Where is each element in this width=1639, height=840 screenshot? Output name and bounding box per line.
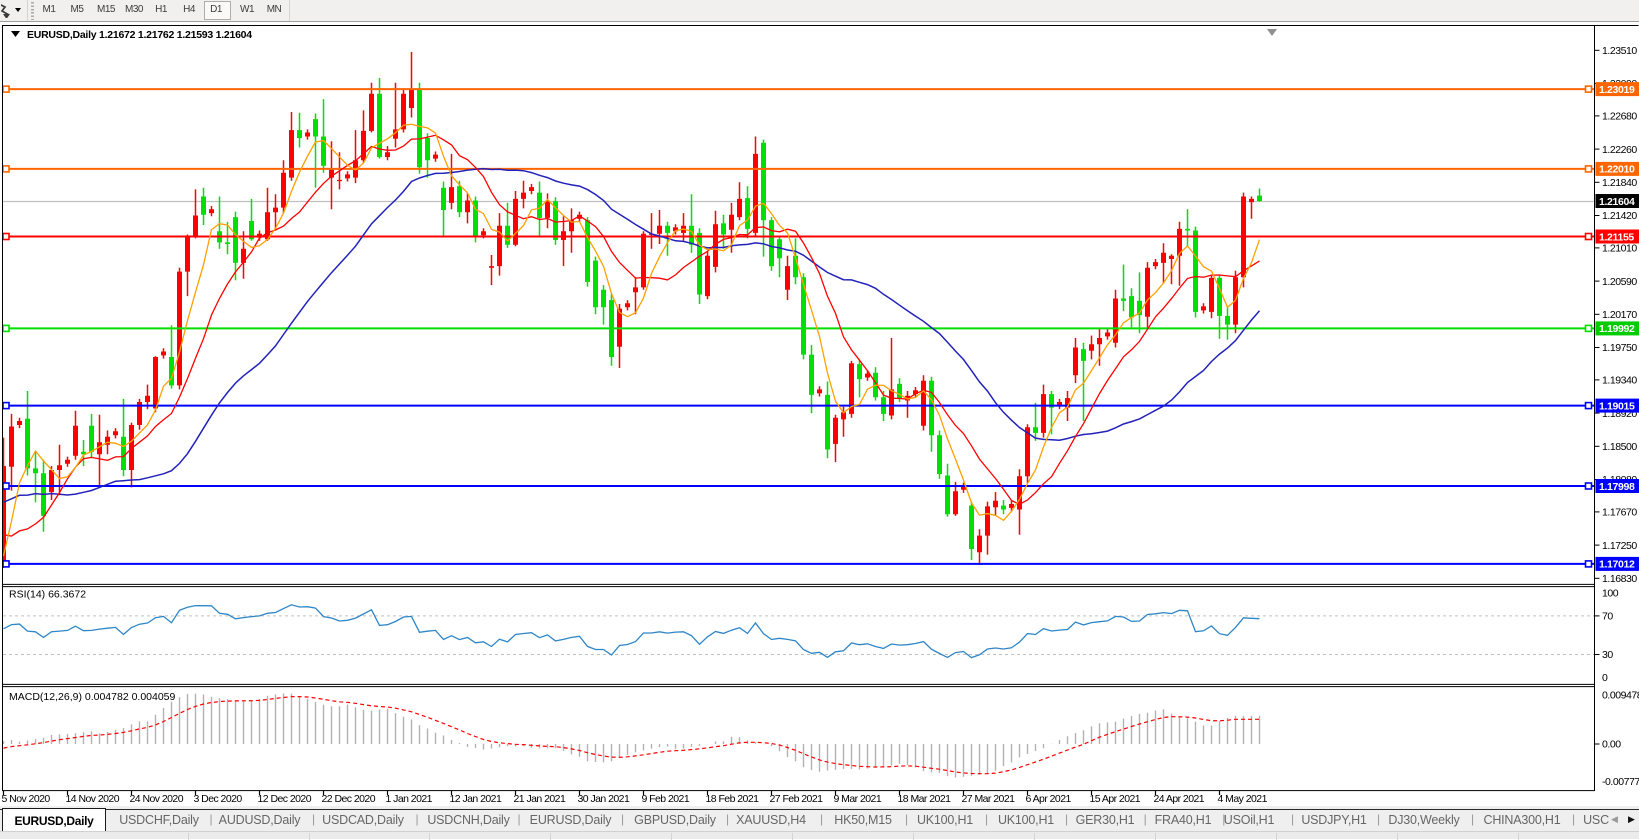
svg-text:0.00: 0.00	[1602, 739, 1621, 751]
svg-text:1.21840: 1.21840	[1602, 177, 1637, 189]
svg-text:9 Feb 2021: 9 Feb 2021	[642, 793, 690, 805]
svg-text:RSI(14) 66.3672: RSI(14) 66.3672	[9, 589, 86, 601]
svg-text:1 Jan 2021: 1 Jan 2021	[386, 793, 433, 805]
svg-text:1.18500: 1.18500	[1602, 441, 1637, 453]
svg-text:1.16830: 1.16830	[1602, 573, 1637, 585]
svg-text:1.17998: 1.17998	[1599, 481, 1635, 493]
svg-text:MACD(12,26,9) 0.004782 0.00405: MACD(12,26,9) 0.004782 0.004059	[9, 691, 176, 703]
svg-text:EURUSD,Daily 1.21672 1.21762: EURUSD,Daily 1.21672 1.21762 1.21593 1.2…	[27, 29, 252, 41]
svg-text:1.21155: 1.21155	[1599, 231, 1634, 243]
svg-text:1.19750: 1.19750	[1602, 342, 1637, 354]
svg-text:-0.007778: -0.007778	[1602, 776, 1639, 788]
svg-text:14 Nov 2020: 14 Nov 2020	[66, 793, 120, 805]
svg-text:24 Apr 2021: 24 Apr 2021	[1154, 793, 1205, 805]
svg-text:22 Dec 2020: 22 Dec 2020	[322, 793, 376, 805]
svg-text:12 Jan 2021: 12 Jan 2021	[450, 793, 502, 805]
svg-text:1.17670: 1.17670	[1602, 507, 1637, 519]
svg-text:12 Dec 2020: 12 Dec 2020	[258, 793, 312, 805]
svg-text:21 Jan 2021: 21 Jan 2021	[514, 793, 566, 805]
svg-text:1.19992: 1.19992	[1599, 323, 1635, 335]
svg-text:1.21420: 1.21420	[1602, 210, 1637, 222]
svg-text:1.23019: 1.23019	[1599, 84, 1635, 96]
svg-text:1.20170: 1.20170	[1602, 309, 1637, 321]
svg-text:5 Nov 2020: 5 Nov 2020	[2, 793, 51, 805]
svg-text:27 Mar 2021: 27 Mar 2021	[962, 793, 1016, 805]
svg-text:24 Nov 2020: 24 Nov 2020	[130, 793, 184, 805]
svg-text:18 Mar 2021: 18 Mar 2021	[898, 793, 952, 805]
svg-text:30 Jan 2021: 30 Jan 2021	[578, 793, 630, 805]
svg-text:100: 100	[1602, 588, 1619, 600]
svg-text:4 May 2021: 4 May 2021	[1218, 793, 1268, 805]
svg-text:1.21010: 1.21010	[1602, 243, 1637, 255]
svg-text:70: 70	[1602, 611, 1613, 623]
svg-text:1.22260: 1.22260	[1602, 144, 1637, 156]
svg-text:15 Apr 2021: 15 Apr 2021	[1090, 793, 1141, 805]
svg-text:27 Feb 2021: 27 Feb 2021	[770, 793, 824, 805]
svg-text:6 Apr 2021: 6 Apr 2021	[1026, 793, 1072, 805]
svg-text:1.20590: 1.20590	[1602, 276, 1637, 288]
svg-text:1.23510: 1.23510	[1602, 45, 1637, 57]
svg-text:3 Dec 2020: 3 Dec 2020	[194, 793, 243, 805]
svg-text:1.19015: 1.19015	[1599, 400, 1635, 412]
svg-text:1.21604: 1.21604	[1599, 196, 1635, 208]
svg-text:30: 30	[1602, 649, 1613, 661]
svg-text:0: 0	[1602, 672, 1608, 684]
svg-text:0.009478: 0.009478	[1602, 690, 1639, 702]
svg-text:1.17250: 1.17250	[1602, 540, 1637, 552]
svg-text:1.17012: 1.17012	[1599, 559, 1635, 571]
svg-text:9 Mar 2021: 9 Mar 2021	[834, 793, 882, 805]
svg-text:1.22680: 1.22680	[1602, 111, 1637, 123]
svg-text:18 Feb 2021: 18 Feb 2021	[706, 793, 760, 805]
svg-text:1.19340: 1.19340	[1602, 375, 1637, 387]
svg-text:1.22010: 1.22010	[1599, 164, 1635, 176]
